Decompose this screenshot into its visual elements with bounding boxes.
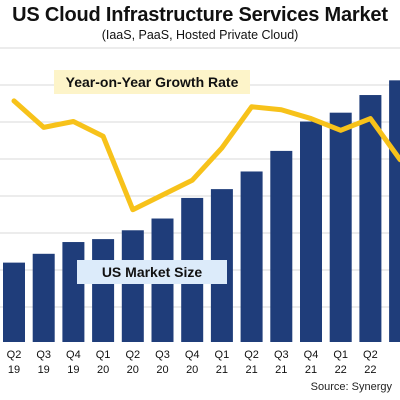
x-tick-quarter: Q3: [36, 349, 51, 361]
market-size-bar: [3, 262, 25, 342]
x-tick-quarter: Q2: [7, 349, 22, 361]
x-tick-quarter: Q2: [125, 349, 140, 361]
x-tick-year: 20: [186, 364, 198, 376]
x-tick-year: 21: [275, 364, 287, 376]
market-size-bar: [92, 239, 115, 342]
x-tick-quarter: Q3: [274, 349, 289, 361]
market-size-bar: [270, 150, 293, 342]
x-tick-year: 22: [335, 364, 347, 376]
market-size-bar: [329, 112, 352, 343]
growth-rate-line: [11, 98, 400, 213]
market-size-bar: [300, 121, 322, 342]
market-size-bar: [389, 80, 400, 342]
x-tick-quarter: Q1: [333, 349, 348, 361]
x-tick-year: 19: [67, 364, 79, 376]
x-tick-quarter: Q4: [66, 349, 81, 361]
x-tick-quarter: Q4: [185, 349, 200, 361]
chart-title: US Cloud Infrastructure Services Market: [12, 4, 388, 26]
market-size-bar: [62, 242, 85, 342]
x-tick-year: 19: [38, 364, 50, 376]
x-tick-year: 21: [216, 364, 228, 376]
x-tick-year: 20: [97, 364, 109, 376]
x-tick-quarter: Q3: [155, 349, 170, 361]
x-tick-year: 20: [127, 364, 139, 376]
growth-rate-label-box: [54, 70, 250, 94]
source-note: Source: Synergy: [310, 381, 392, 393]
market-size-bar: [240, 171, 263, 342]
chart-subtitle: (IaaS, PaaS, Hosted Private Cloud): [101, 28, 299, 42]
market-size-bar: [359, 95, 382, 342]
x-tick-quarter: Q2: [244, 349, 259, 361]
bar-series: [3, 80, 400, 343]
x-tick-year: 22: [364, 364, 376, 376]
x-tick-quarter: Q4: [304, 349, 319, 361]
growth-rate-label: Year-on-Year Growth Rate: [66, 74, 239, 90]
market-size-bar: [121, 230, 144, 342]
market-size-bar: [32, 253, 55, 342]
x-axis-ticks: Q2 19 Q3 19 Q4 19 Q1 20 Q2 20 Q3 20 Q4 20 Q1 21 Q2 21 Q3 21…: [7, 349, 378, 376]
market-size-label-box: [77, 260, 227, 284]
x-tick-year: 19: [8, 364, 20, 376]
market-size-label: US Market Size: [102, 264, 203, 280]
x-tick-quarter: Q1: [215, 349, 230, 361]
growth-line-series: [11, 98, 400, 213]
x-tick-year: 20: [156, 364, 168, 376]
series-labels: Year-on-Year Growth Rate US Market Size: [54, 70, 250, 284]
x-tick-year: 21: [305, 364, 317, 376]
x-tick-quarter: Q1: [96, 349, 111, 361]
x-tick-year: 21: [245, 364, 257, 376]
x-tick-quarter: Q2: [363, 349, 378, 361]
